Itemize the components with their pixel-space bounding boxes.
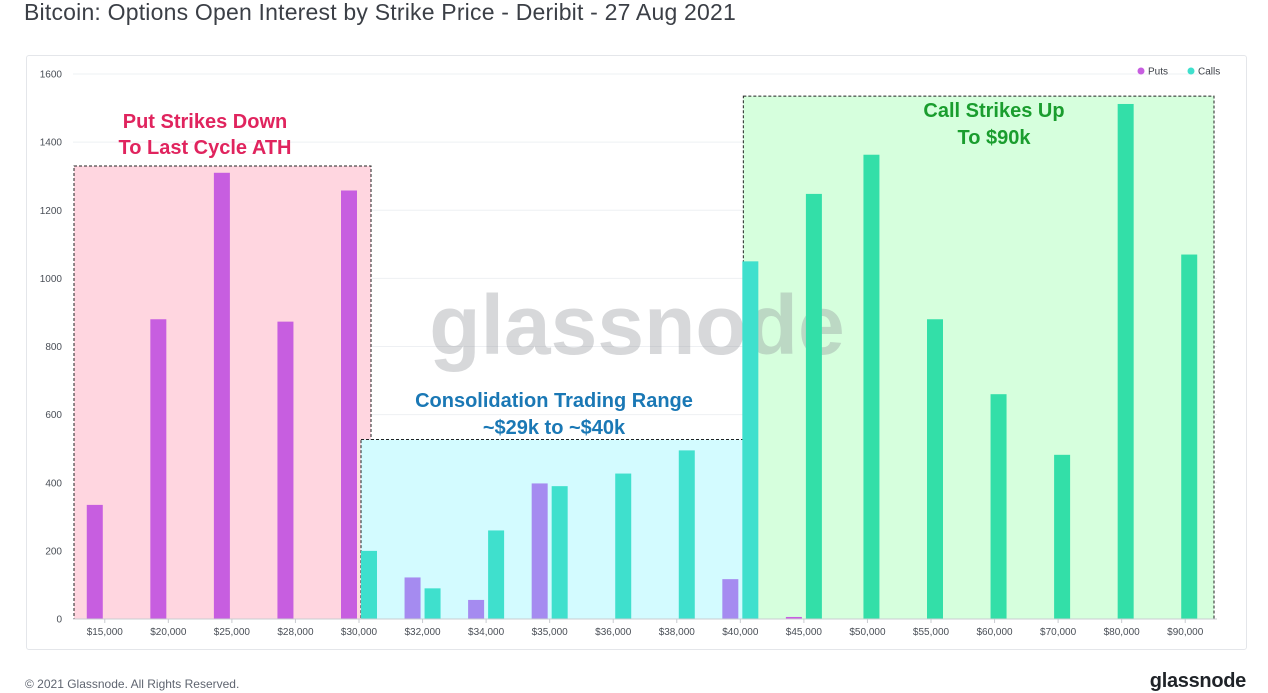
x-tick-label: $60,000 — [976, 627, 1013, 638]
y-tick-label: 200 — [45, 546, 62, 557]
x-tick-label: $40,000 — [722, 627, 759, 638]
y-tick-label: 1200 — [40, 206, 63, 217]
call-bar — [1054, 454, 1071, 619]
y-tick-label: 600 — [45, 410, 62, 421]
x-tick-label: $80,000 — [1104, 627, 1141, 638]
call-bar — [863, 154, 880, 619]
x-tick-label: $30,000 — [341, 627, 378, 638]
call-bar — [805, 193, 822, 619]
x-tick-label: $50,000 — [849, 627, 886, 638]
y-tick-label: 1400 — [40, 138, 63, 149]
call-bar — [1181, 254, 1198, 619]
put-bar — [86, 504, 103, 619]
annotation-label: ~$29k to ~$40k — [483, 417, 626, 439]
glassnode-logo: glassnode — [1149, 670, 1247, 692]
put-bar — [468, 599, 485, 619]
put-bar — [277, 321, 294, 619]
x-tick-label: $20,000 — [150, 627, 187, 638]
annotation-label: To $90k — [958, 127, 1032, 149]
x-tick-label: $45,000 — [786, 627, 823, 638]
y-tick-label: 800 — [45, 342, 62, 353]
legend-label: Calls — [1198, 67, 1220, 78]
put-bar — [341, 190, 357, 619]
call-bar — [615, 473, 632, 619]
put-bar — [404, 577, 421, 619]
page-title: Bitcoin: Options Open Interest by Strike… — [24, 0, 737, 25]
annotation-label: Call Strikes Up — [923, 100, 1064, 122]
annotation-label: To Last Cycle ATH — [119, 137, 292, 159]
put-bar — [150, 319, 167, 619]
call-bar — [424, 588, 441, 619]
x-tick-label: $28,000 — [277, 627, 314, 638]
copyright-text: © 2021 Glassnode. All Rights Reserved. — [25, 677, 240, 691]
x-tick-label: $70,000 — [1040, 627, 1077, 638]
x-tick-label: $25,000 — [214, 627, 251, 638]
call-bar — [927, 319, 943, 619]
call-bar — [551, 486, 568, 619]
y-tick-label: 0 — [56, 615, 62, 626]
watermark: glassnode — [429, 278, 844, 372]
annotation-label: Consolidation Trading Range — [415, 390, 693, 412]
legend-swatch — [1137, 67, 1145, 75]
call-bar — [361, 550, 377, 619]
options-open-interest-chart: 0 200 400 600 800 1000 1200 1400 1600 glassnode $1… — [40, 67, 1220, 639]
put-bar — [213, 172, 230, 619]
chart-panel: 0 200 400 600 800 1000 1200 1400 1600 glassnode $1… — [26, 55, 1247, 650]
annotation-label: Put Strikes Down — [123, 111, 287, 133]
put-bar — [785, 616, 802, 619]
call-bar — [990, 394, 1007, 619]
call-bar — [488, 530, 505, 619]
x-tick-label: $34,000 — [468, 627, 505, 638]
put-bar — [722, 579, 739, 619]
y-tick-label: 1000 — [40, 274, 63, 285]
y-tick-label: 400 — [45, 478, 62, 489]
put-bar — [531, 483, 548, 619]
y-tick-label: 1600 — [40, 70, 63, 81]
x-tick-label: $55,000 — [913, 627, 950, 638]
x-tick-label: $36,000 — [595, 627, 632, 638]
x-tick-label: $32,000 — [404, 627, 441, 638]
call-bar — [678, 450, 695, 619]
x-tick-label: $15,000 — [87, 627, 124, 638]
x-tick-label: $38,000 — [659, 627, 696, 638]
call-bar — [1117, 103, 1134, 620]
call-bar — [742, 261, 759, 619]
legend-swatch — [1187, 67, 1195, 75]
x-tick-label: $35,000 — [532, 627, 569, 638]
x-tick-label: $90,000 — [1167, 627, 1204, 638]
legend-label: Puts — [1148, 67, 1168, 78]
